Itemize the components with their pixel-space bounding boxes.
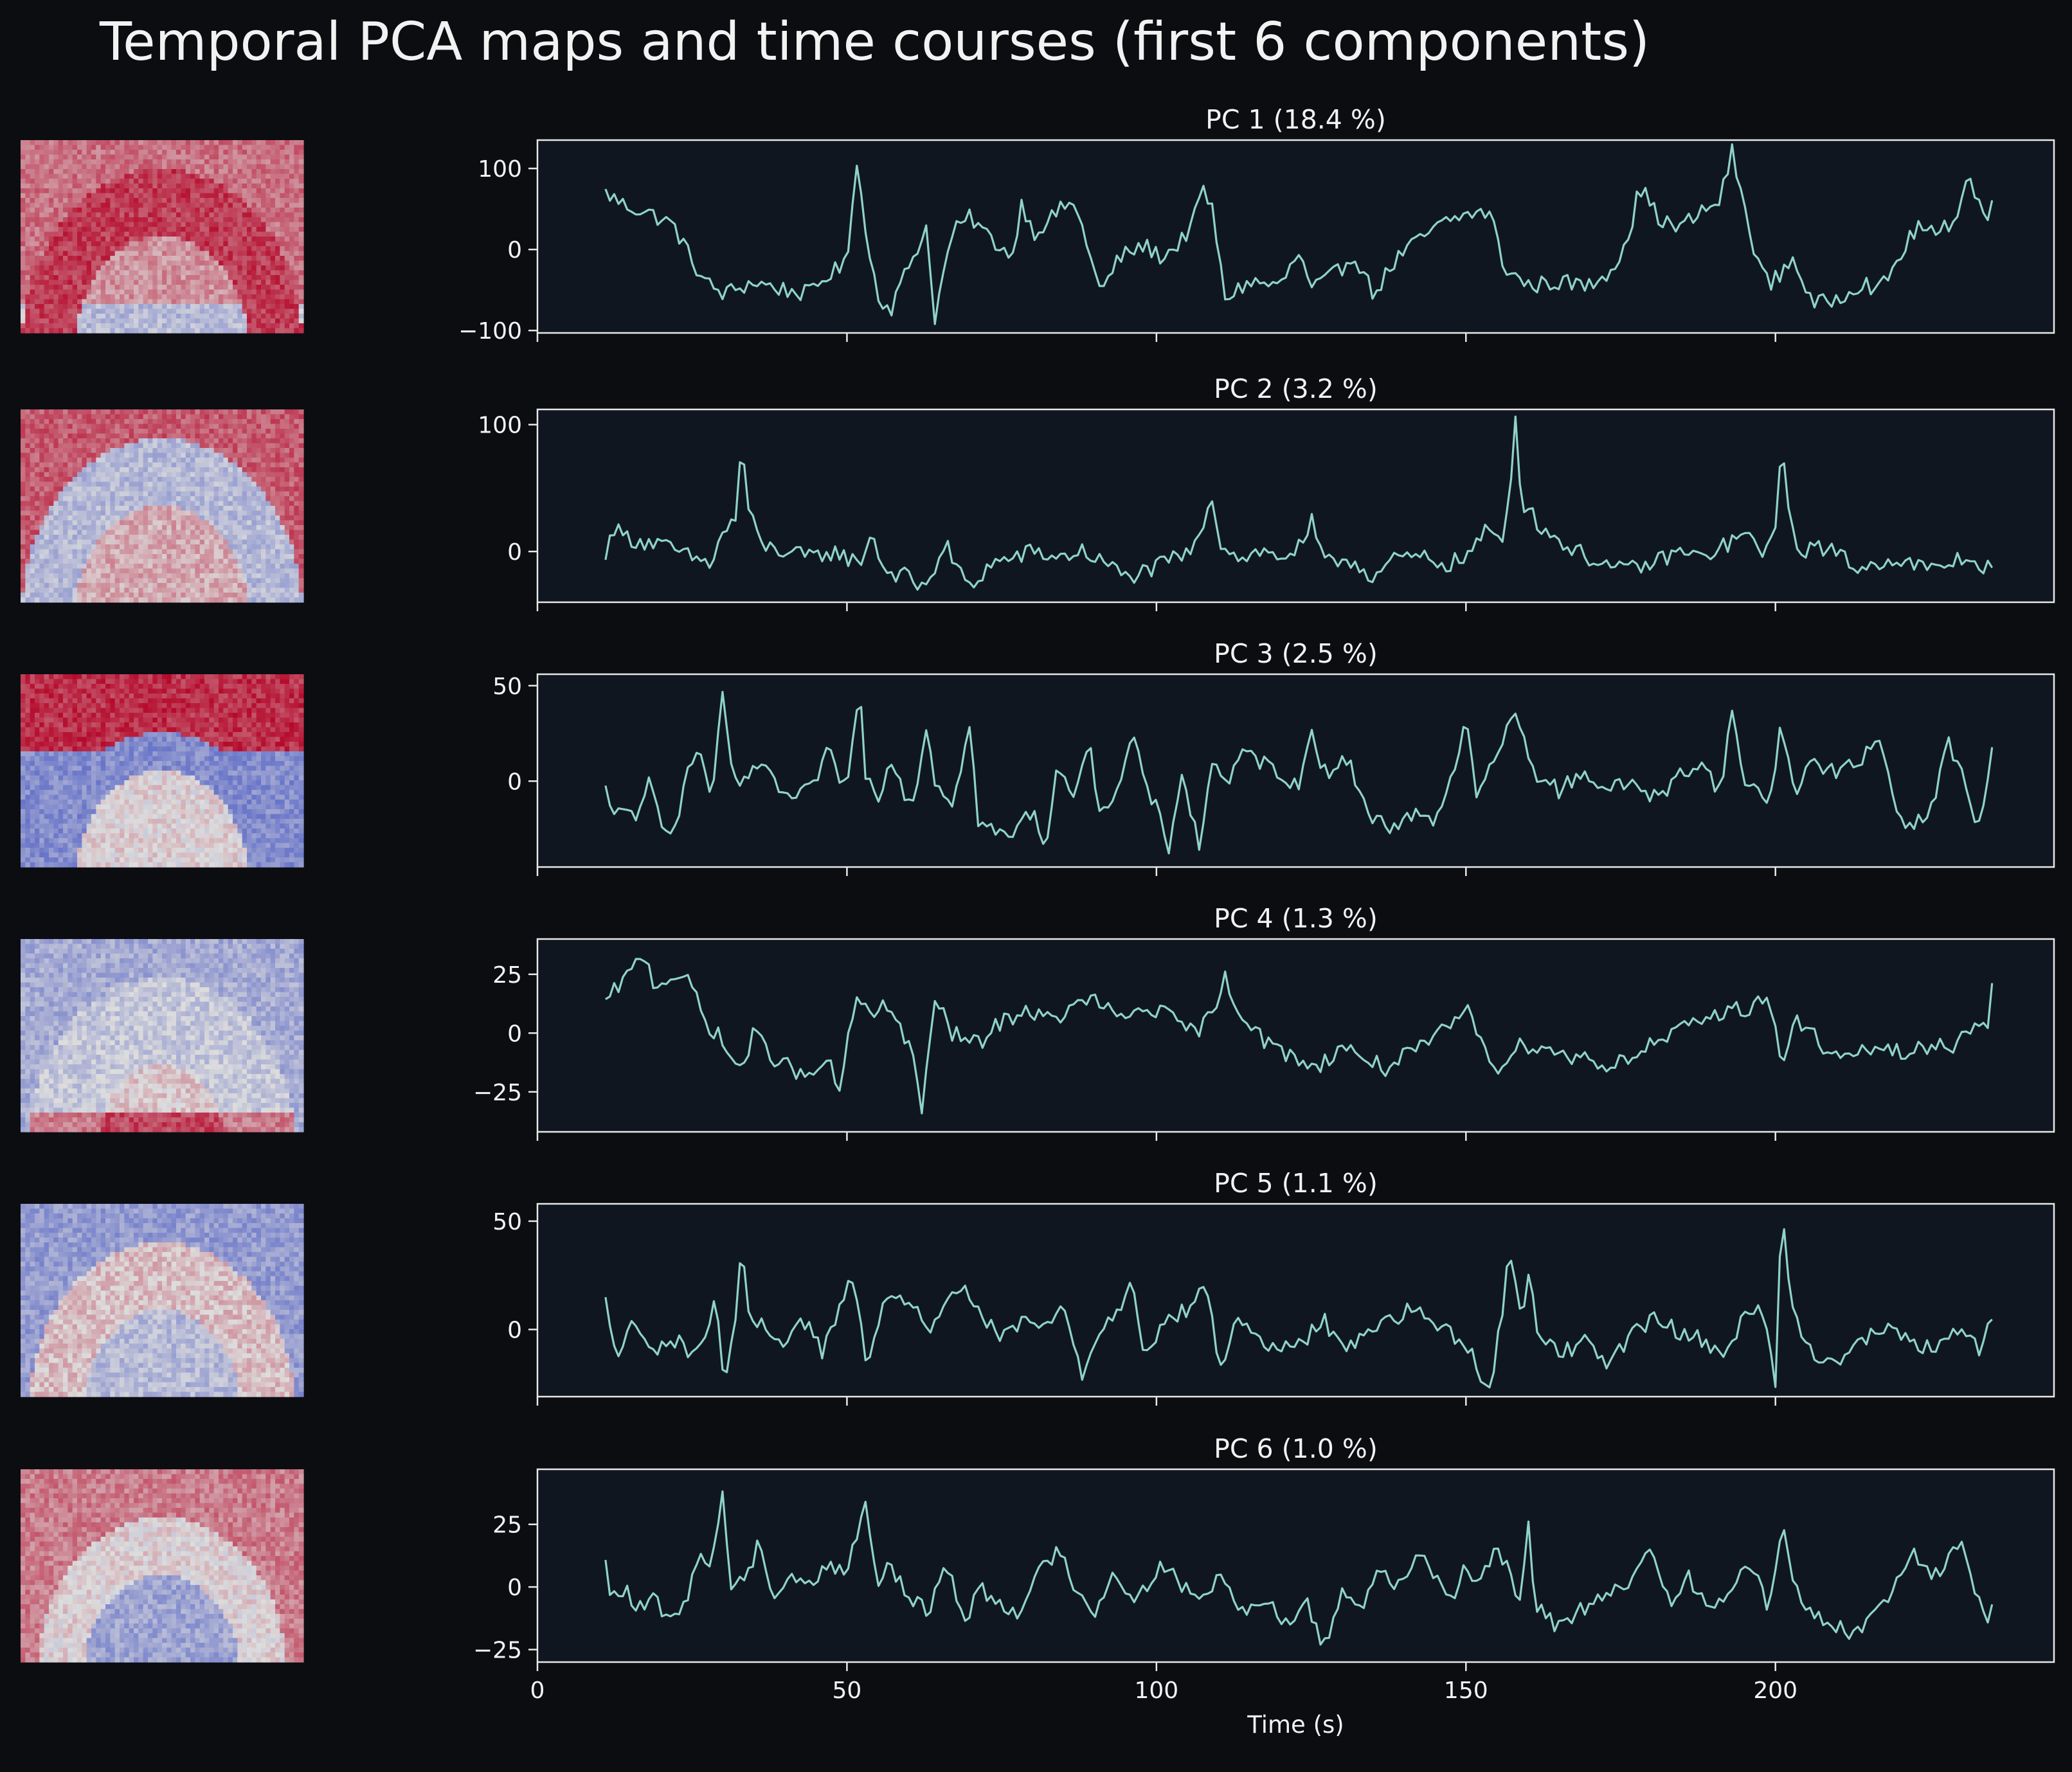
- brain-map-pc6: [21, 1469, 304, 1663]
- panel-title: PC 2 (3.2 %): [1214, 373, 1378, 404]
- x-tick-label: 200: [1753, 1678, 1797, 1704]
- y-tick-label: 0: [507, 1318, 522, 1344]
- series-line-pc1: [604, 143, 1994, 325]
- axes-frame: [536, 1468, 2055, 1663]
- series-line-pc2: [604, 415, 1994, 591]
- series-line-pc6: [604, 1490, 1994, 1646]
- x-tick-label: 0: [530, 1678, 545, 1704]
- y-tick-label: 25: [492, 1512, 522, 1539]
- axes-frame: [536, 938, 2055, 1133]
- y-tick-label: 100: [478, 156, 522, 183]
- axes-face: [537, 1204, 2054, 1397]
- axes-frame: [536, 408, 2055, 604]
- y-tick-label: 0: [507, 539, 522, 566]
- axes-face: [537, 1469, 2054, 1662]
- axes-face: [537, 409, 2054, 602]
- axes-face: [537, 939, 2054, 1132]
- panel-title: PC 6 (1.0 %): [1214, 1433, 1378, 1464]
- brain-map-pc3: [21, 674, 304, 868]
- y-tick-label: 50: [492, 1209, 522, 1235]
- y-tick-label: −25: [473, 1638, 522, 1664]
- x-tick-label: 100: [1134, 1678, 1178, 1704]
- axes-frame: [536, 139, 2055, 334]
- y-tick-label: −100: [458, 318, 522, 345]
- brain-map-pc1: [21, 140, 304, 334]
- axes-face: [537, 140, 2054, 333]
- y-tick-label: 0: [507, 1021, 522, 1047]
- axes-face: [537, 674, 2054, 867]
- panel-title: PC 4 (1.3 %): [1214, 903, 1378, 934]
- y-tick-label: 100: [478, 413, 522, 439]
- figure-title: Temporal PCA maps and time courses (firs…: [100, 12, 1650, 73]
- panel-title: PC 1 (18.4 %): [1205, 104, 1386, 135]
- brain-map-pc5: [21, 1204, 304, 1397]
- y-tick-label: 25: [492, 962, 522, 989]
- panel-title: PC 5 (1.1 %): [1214, 1168, 1378, 1199]
- brain-map-pc4: [21, 939, 304, 1132]
- y-tick-label: −25: [473, 1080, 522, 1106]
- series-line-pc3: [604, 690, 1994, 855]
- brain-map-pc2: [21, 409, 304, 603]
- y-tick-label: 0: [507, 769, 522, 795]
- series-line-pc4: [605, 958, 1994, 1114]
- axes-frame: [536, 673, 2055, 868]
- panel-title: PC 3 (2.5 %): [1214, 638, 1378, 669]
- x-axis-label: Time (s): [1247, 1711, 1344, 1739]
- y-tick-label: 50: [492, 674, 522, 700]
- x-tick-label: 50: [833, 1678, 862, 1704]
- series-line-pc5: [604, 1228, 1993, 1389]
- y-tick-label: 0: [507, 237, 522, 264]
- x-tick-label: 150: [1444, 1678, 1488, 1704]
- axes-frame: [536, 1203, 2055, 1398]
- y-tick-label: 0: [507, 1575, 522, 1601]
